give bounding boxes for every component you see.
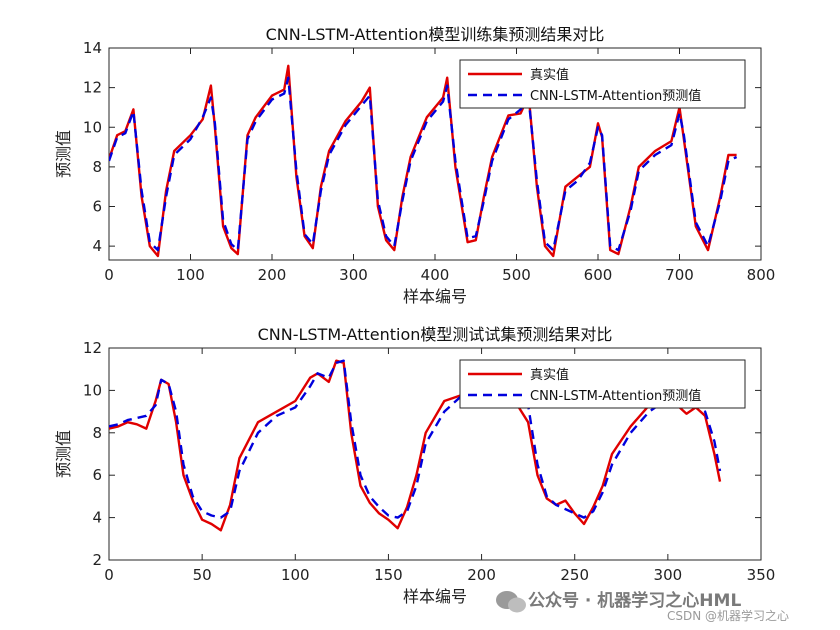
chart-2: CNN-LSTM-Attention模型测试试集预测结果对比 0 50 100 150 2… (54, 325, 775, 606)
y-tick-label: 10 (83, 118, 102, 136)
y-tick-label: 12 (83, 79, 102, 97)
x-tick-label: 600 (584, 266, 613, 284)
x-tick-label: 50 (193, 566, 212, 584)
chart-1: CNN-LSTM-Attention模型训练集预测结果对比 0 100 200 300 4… (54, 25, 775, 306)
legend-entry: CNN-LSTM-Attention预测值 (530, 88, 701, 104)
y-tick-label: 4 (92, 509, 102, 527)
x-tick-label: 300 (339, 266, 368, 284)
x-tick-label: 350 (747, 566, 776, 584)
y-tick-label: 4 (92, 237, 102, 255)
chart-title: CNN-LSTM-Attention模型训练集预测结果对比 (266, 25, 605, 44)
y-tick-label: 6 (92, 466, 102, 484)
x-tick-label: 0 (104, 566, 114, 584)
x-tick-label: 800 (747, 266, 776, 284)
series-pred-line (109, 359, 722, 519)
y-tick-label: 6 (92, 198, 102, 216)
x-tick-label: 250 (560, 566, 589, 584)
legend: 真实值 CNN-LSTM-Attention预测值 (459, 359, 746, 409)
legend-box (459, 59, 746, 109)
x-tick-label: 200 (467, 566, 496, 584)
legend-entry: 真实值 (530, 67, 569, 83)
x-tick-label: 200 (258, 266, 287, 284)
x-tick-label: 700 (665, 266, 694, 284)
legend: 真实值 CNN-LSTM-Attention预测值 (459, 59, 746, 109)
x-tick-label: 100 (176, 266, 205, 284)
y-tick-label: 10 (83, 381, 102, 399)
y-axis-label: 预测值 (54, 130, 73, 178)
legend-entry: 真实值 (530, 367, 569, 383)
x-tick-label: 0 (104, 266, 114, 284)
x-tick-label: 500 (502, 266, 531, 284)
x-tick-label: 300 (654, 566, 683, 584)
x-tick-label: 400 (421, 266, 450, 284)
x-tick-label: 150 (374, 566, 403, 584)
y-tick-label: 8 (92, 158, 102, 176)
watermark-main: 公众号 · 机器学习之心HML (528, 590, 741, 611)
series-true-line (109, 359, 722, 532)
y-tick-label: 8 (92, 424, 102, 442)
x-tick-label: 100 (281, 566, 310, 584)
series-pred-line (109, 76, 738, 252)
y-axis-label: 预测值 (54, 430, 73, 478)
x-axis-label: 样本编号 (403, 287, 467, 306)
legend-entry: CNN-LSTM-Attention预测值 (530, 388, 701, 404)
x-axis-label: 样本编号 (403, 587, 467, 606)
y-tick-label: 12 (83, 339, 102, 357)
watermark-sub: CSDN @机器学习之心 (667, 608, 789, 623)
legend-box (459, 359, 746, 409)
y-tick-label: 2 (92, 551, 102, 569)
y-tick-label: 14 (83, 39, 102, 57)
chart-title: CNN-LSTM-Attention模型测试试集预测结果对比 (258, 325, 613, 344)
wechat-icon (496, 591, 526, 613)
wechat-bubble-2 (508, 597, 526, 613)
